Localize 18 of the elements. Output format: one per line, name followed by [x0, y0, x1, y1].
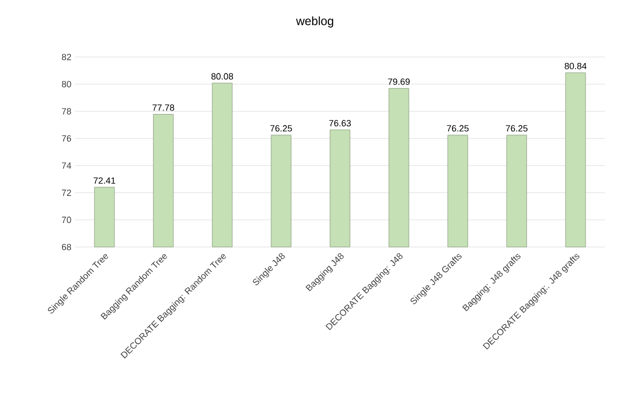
y-tick-label: 76 [62, 135, 72, 142]
y-tick-label: 78 [62, 108, 72, 114]
y-tick-label: 80 [62, 80, 72, 88]
data-label: 80.84 [564, 62, 587, 70]
y-tick-label: 74 [62, 162, 72, 169]
data-label: 72.41 [94, 177, 116, 184]
data-label: 76.25 [506, 125, 528, 132]
y-tick-label: 72 [62, 190, 72, 196]
data-label: 76.63 [329, 120, 351, 126]
data-label: 76.25 [447, 125, 469, 132]
data-label: 76.25 [270, 125, 292, 132]
chart-title: weblog [296, 16, 334, 28]
data-label: 77.78 [152, 104, 174, 111]
y-tick-label: 70 [62, 216, 72, 224]
y-tick-label: 68 [62, 244, 72, 250]
data-label: 80.08 [211, 73, 234, 80]
y-tick-label: 82 [62, 54, 72, 60]
data-label: 79.69 [388, 78, 410, 85]
